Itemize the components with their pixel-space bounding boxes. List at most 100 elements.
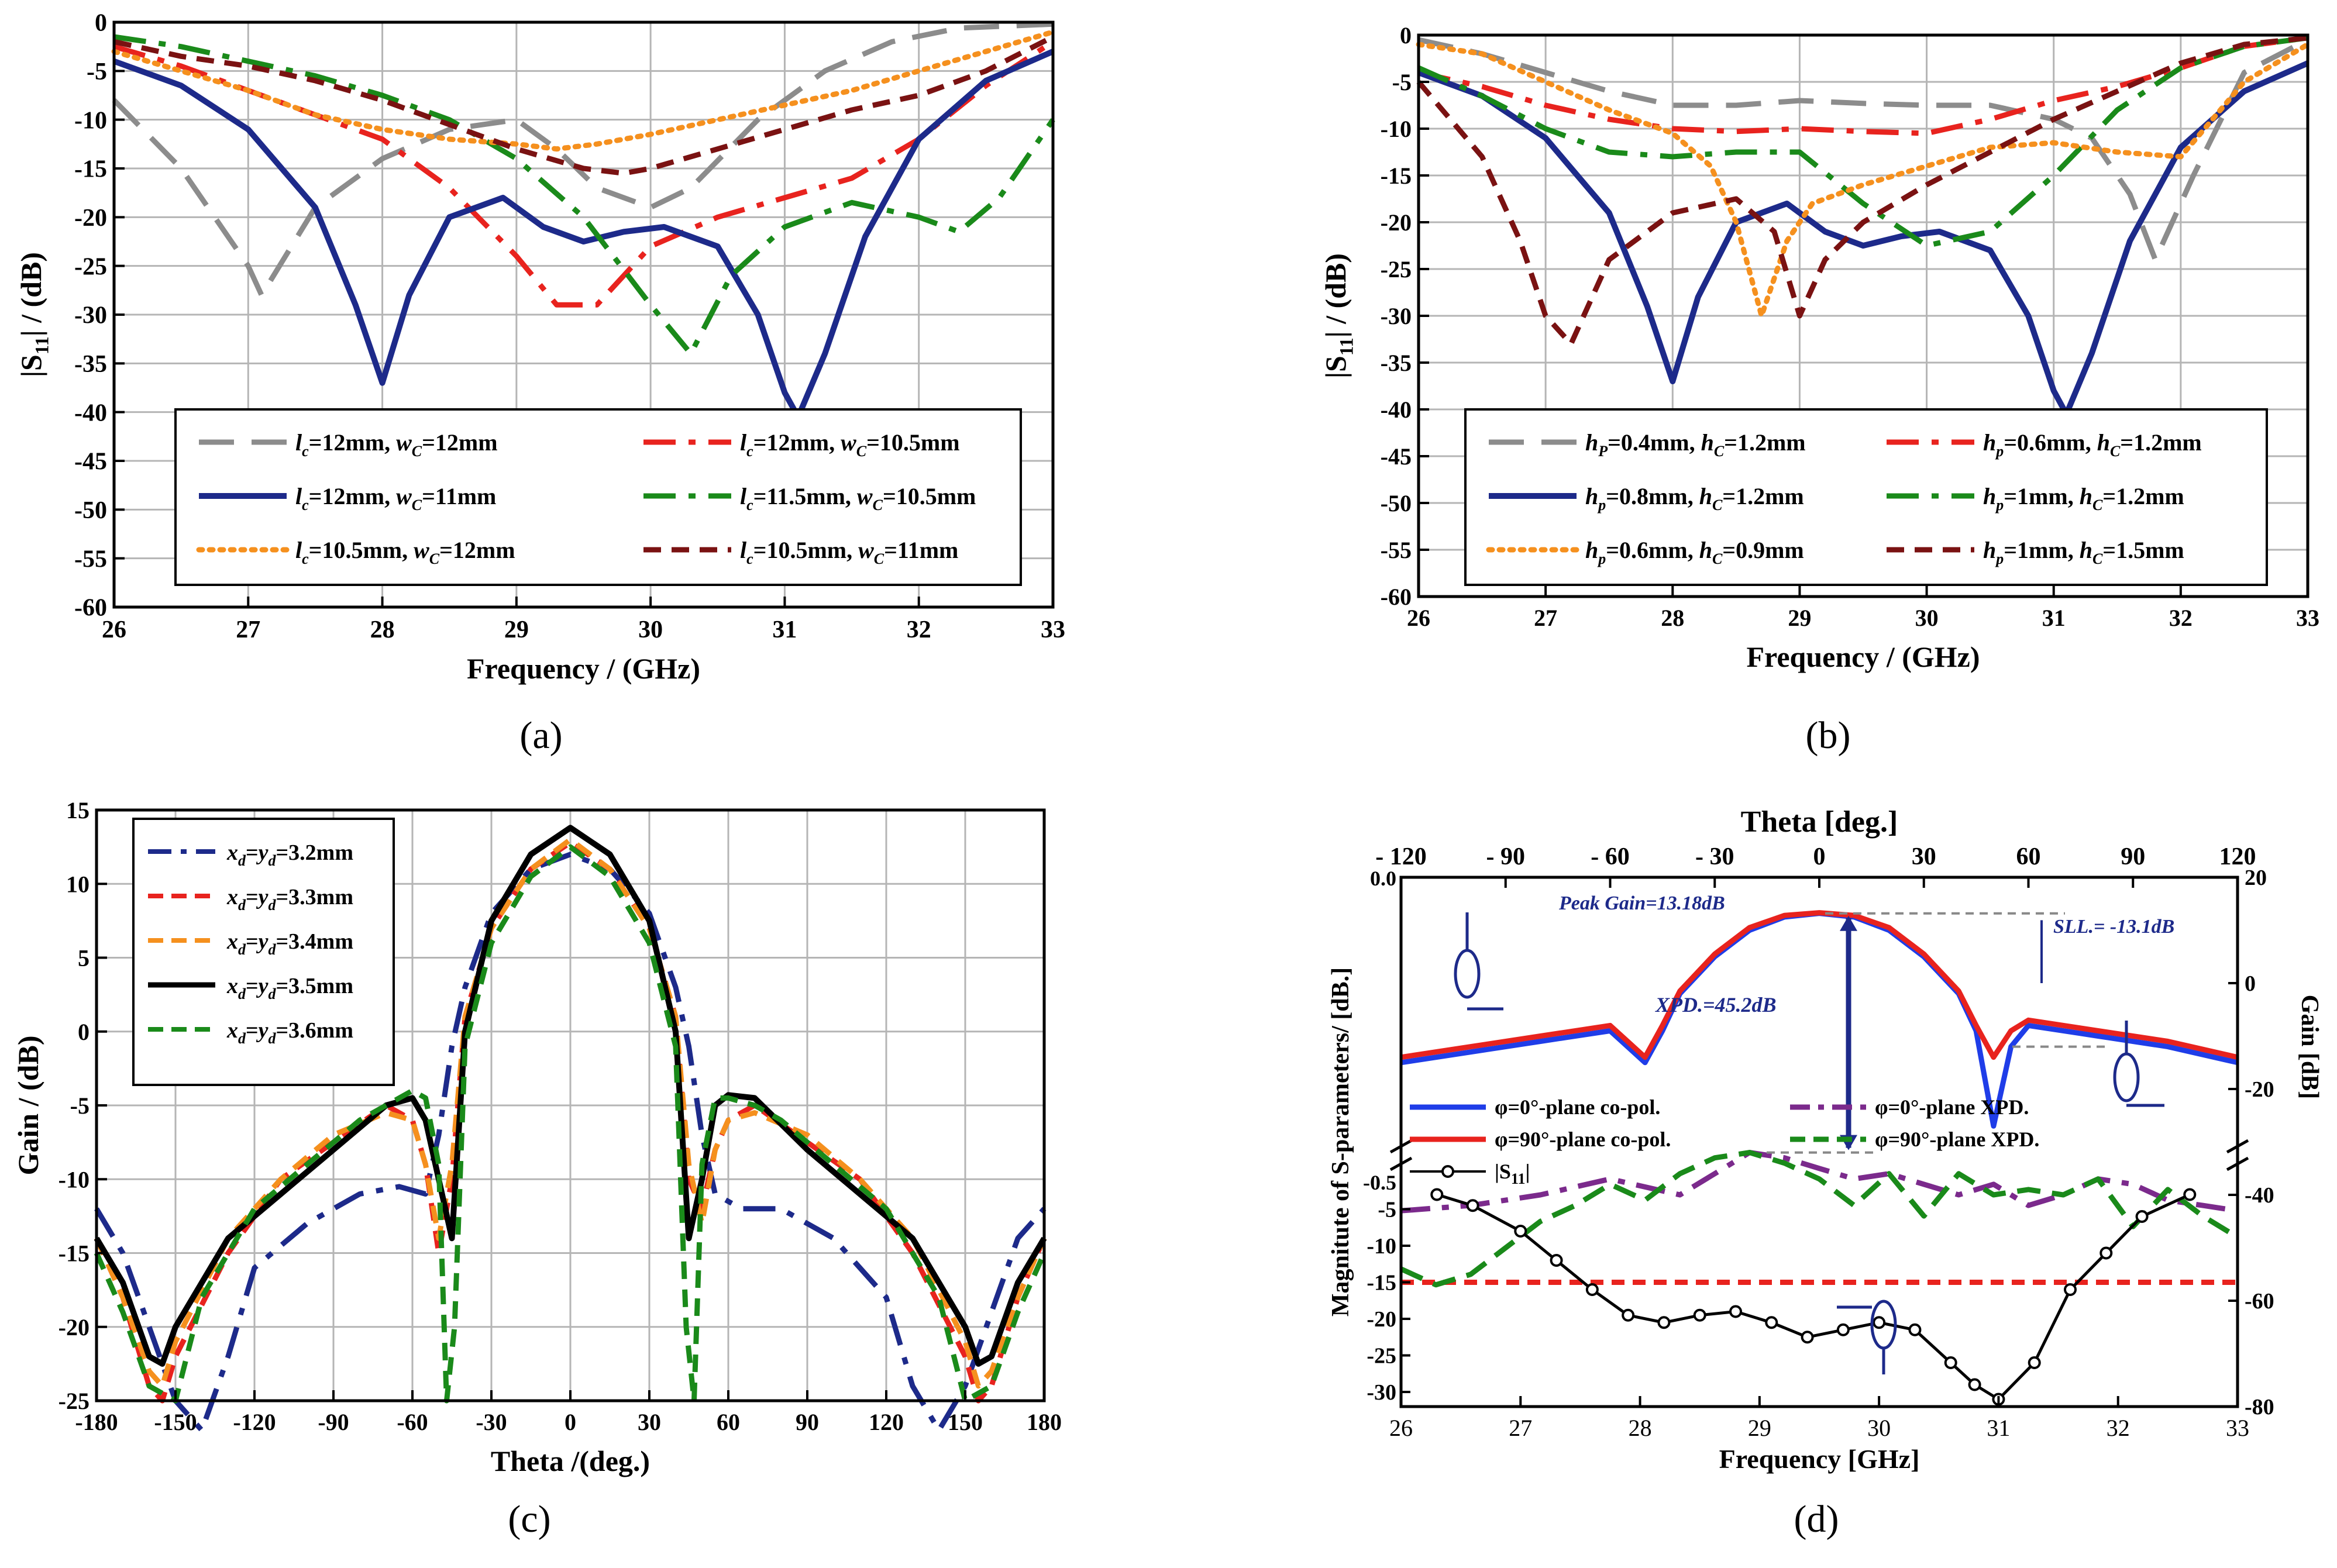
s11-marker [1514,1225,1527,1238]
x-tick-label: 26 [1407,605,1430,631]
right-tick-label: -20 [2245,1077,2274,1102]
x-tick-label: 32 [2169,605,2193,631]
s11-marker [1622,1308,1635,1322]
x-tick-label: 27 [1534,605,1557,631]
y-tick-label: -25 [58,1388,90,1414]
y-tick-label: 0 [1400,22,1412,49]
series-line-2 [94,840,1047,1404]
legend-label: lc=12mm, wC=12mm [295,429,498,460]
x-tick-label: 28 [370,616,395,643]
legend-label: xd=yd=3.3mm [226,885,353,914]
x-tick-label: 32 [2107,1415,2130,1441]
chart-a: 26 27 28 29 30 31 32 33 0 -5 -10 -15 -20 -25 -30 -35 -40… [15,10,1065,685]
legend-label: |S11| [1495,1160,1530,1187]
series-line-6 [1416,35,2308,347]
x-axis-label: Frequency / (GHz) [467,652,700,685]
gain-series-line-3 [1400,1150,2238,1214]
x-tick-label: 29 [1748,1415,1771,1441]
annotation-sll: SLL.= -13.1dB [2053,916,2174,938]
caption-b: (b) [1805,714,1851,757]
axis-break-mark [2226,1139,2249,1154]
top-tick-label: - 120 [1375,843,1427,870]
legend-label: hp=1mm, hC=1.5mm [1983,537,2184,567]
gain-series-line-4 [1400,1150,2239,1288]
legend-label: φ=90°-plane co-pol. [1495,1128,1671,1151]
legend-label: xd=yd=3.5mm [226,974,353,1002]
x-tick-label: -60 [397,1409,428,1435]
legend-label: lc=11.5mm, wC=10.5mm [740,483,976,514]
right-tick-label: 0 [2245,971,2256,996]
right-tick-label: -80 [2245,1395,2274,1419]
y-tick-label: -5 [70,1093,90,1119]
x-tick-label: -150 [154,1409,197,1435]
y-axis-label: Gain / (dB) [12,1036,44,1176]
s11-marker [1585,1283,1599,1296]
top-tick-label: - 90 [1486,843,1526,870]
s11-marker [2099,1246,2113,1260]
legend-label: φ=0°-plane co-pol. [1495,1095,1660,1119]
series-line-1 [1418,37,2310,263]
legend-label: hp=0.8mm, hC=1.2mm [1585,483,1804,514]
x-tick-label: 60 [717,1409,740,1435]
top-tick-label: 120 [2219,843,2256,870]
s11-marker [2064,1283,2077,1296]
y-tick-label: -40 [1381,397,1412,423]
y-tick-label: -40 [74,399,107,426]
y-tick-label: -5 [87,58,107,85]
y-tick-label: -50 [74,497,107,524]
s11-marker [1944,1356,1957,1369]
series-line-5 [1416,42,2311,319]
series-line-1 [94,852,1047,1433]
legend-label: hP=0.4mm, hC=1.2mm [1585,429,1806,460]
left-tick-label: -15 [1367,1271,1396,1295]
s11-marker [1836,1323,1850,1336]
y-tick-label: -30 [74,302,107,329]
series-line-2 [1418,35,2308,136]
y-axis-label: Magnitute of S-parameters/ [dB.] [1327,967,1354,1317]
y-tick-label: -55 [74,546,107,573]
x-tick-label: 31 [1987,1415,2010,1441]
y-tick-label: -20 [74,205,107,232]
top-tick-label: 0 [1813,843,1826,870]
y-axis-label: |S11| / (dB) [15,252,53,377]
x-tick-label: 30 [1867,1415,1891,1441]
y-tick-label: -45 [74,449,107,475]
y-tick-label: -10 [74,107,107,134]
y-tick-label: -10 [1381,116,1412,142]
x-tick-label: 26 [1389,1415,1413,1441]
s11-marker [1657,1316,1671,1329]
legend-label: hp=1mm, hC=1.2mm [1983,483,2184,514]
x-tick-label: 30 [638,616,663,643]
legend-label: hp=0.6mm, hC=0.9mm [1585,537,1804,567]
chart-d: 26 27 28 29 30 31 32 33 Frequency [GHz] - 120 - 90… [1327,805,2323,1474]
x-tick-label: -180 [75,1409,118,1435]
s11-marker [1873,1316,1886,1329]
x-axis-label: Frequency / (GHz) [1747,640,1980,673]
y-tick-label: -60 [74,595,107,622]
left-tick-label: -20 [1367,1307,1396,1332]
legend-marker [1441,1165,1454,1178]
x-tick-label: 29 [1788,605,1811,631]
x-tick-label: 28 [1661,605,1684,631]
legend-label: xd=yd=3.2mm [226,840,353,869]
legend-label: hp=0.6mm, hC=1.2mm [1983,429,2202,460]
x-tick-label: 90 [796,1409,819,1435]
y-tick-label: -30 [1381,303,1412,329]
right-tick-label: -40 [2245,1183,2274,1208]
caption-c: (c) [508,1498,551,1541]
y-tick-label: -20 [1381,209,1412,236]
left-tick-label: -10 [1367,1234,1396,1259]
x-tick-label: 27 [236,616,260,643]
legend-label: xd=yd=3.4mm [226,929,353,958]
y-tick-label: -35 [1381,350,1412,376]
chart-b: 26 27 28 29 30 31 32 33 0 -5 -10 -15 -20 -25 -30 -35 -40… [1319,22,2319,673]
x-axis-label: Frequency [GHz] [1719,1444,1920,1474]
x-tick-label: -120 [233,1409,276,1435]
x-tick-label: 27 [1509,1415,1532,1441]
top-tick-label: - 30 [1695,843,1734,870]
legend-box [174,408,1022,586]
x-tick-label: 150 [948,1409,983,1435]
annotation-peak-gain: Peak Gain=13.18dB [1558,892,1725,914]
s11-marker [1968,1378,1981,1391]
caption-d: (d) [1794,1498,1839,1541]
